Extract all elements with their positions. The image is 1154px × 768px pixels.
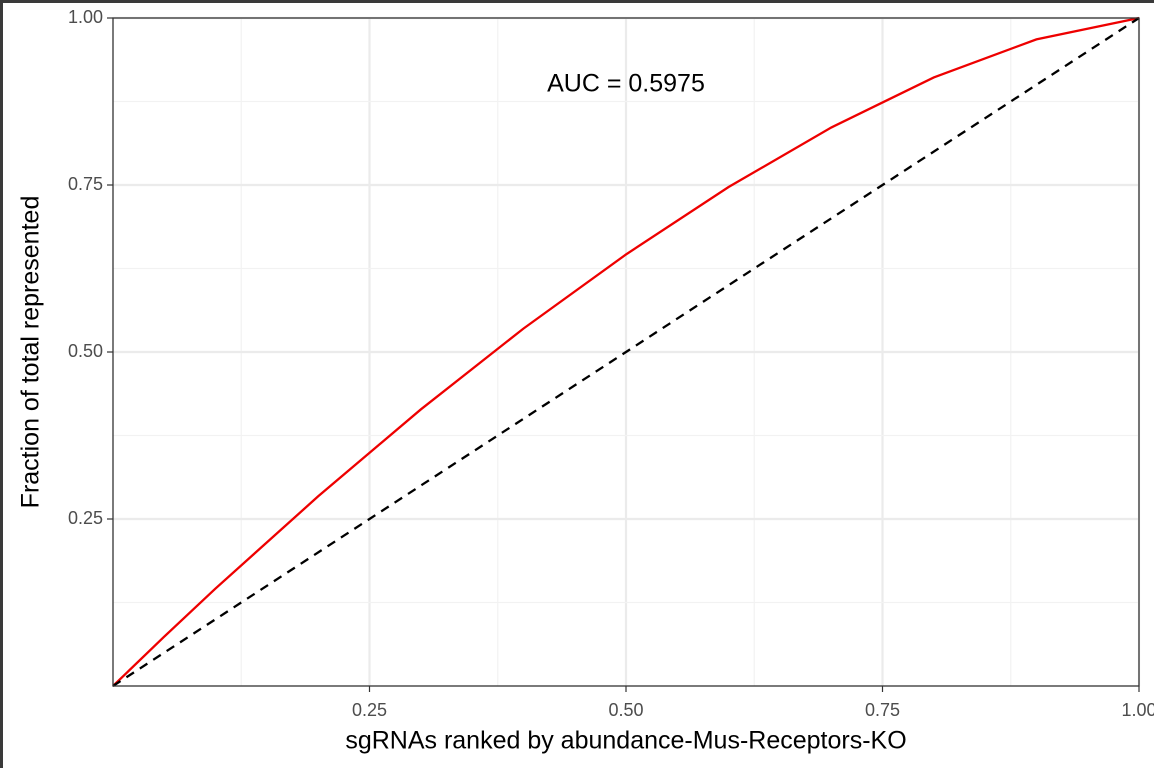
frame-top [0,0,1154,3]
line-series [112,16,1140,687]
x-tick-label: 0.50 [608,700,643,720]
y-tick-label: 0.50 [68,341,103,361]
frame-left [0,0,3,768]
y-tick-label: 0.25 [68,508,103,528]
y-axis-title: Fraction of total represented [17,196,45,509]
y-tick-label: 1.00 [68,7,103,27]
grid [113,16,1141,686]
plot-marks [112,16,1140,687]
x-axis-title: sgRNAs ranked by abundance-Mus-Receptors… [345,727,906,755]
x-tick-label: 1.00 [1121,700,1154,720]
y-tick-label: 0.75 [68,174,103,194]
x-tick-label: 0.25 [352,700,387,720]
x-tick-label: 0.75 [865,700,900,720]
annotation: AUC = 0.5975 [547,69,705,97]
line-series [112,17,1140,687]
